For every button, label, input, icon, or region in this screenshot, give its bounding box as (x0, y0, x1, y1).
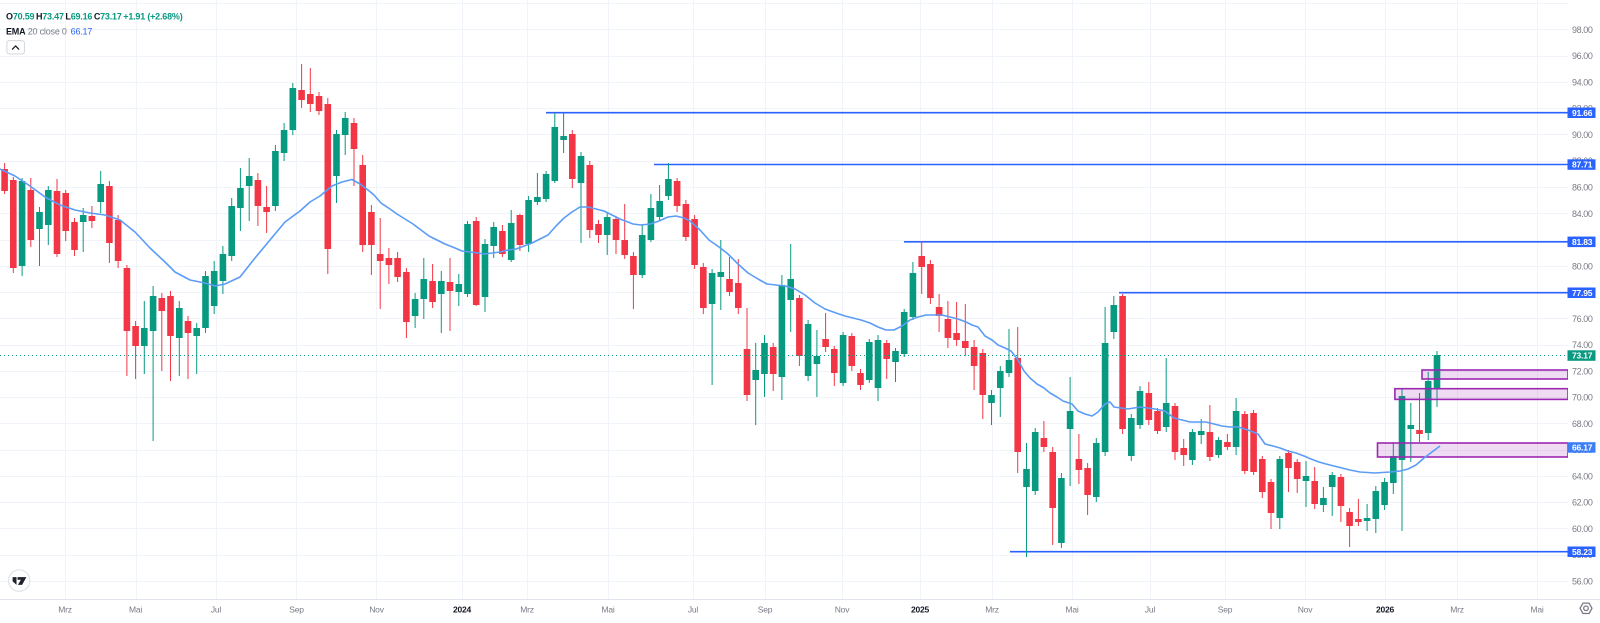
svg-text:66.17: 66.17 (1572, 443, 1593, 453)
svg-text:80.00: 80.00 (1572, 261, 1593, 271)
svg-text:76.00: 76.00 (1572, 314, 1593, 324)
svg-text:Sep: Sep (758, 605, 773, 615)
svg-text:98.00: 98.00 (1572, 25, 1593, 35)
svg-text:73.17: 73.17 (1572, 351, 1593, 361)
svg-text:68.00: 68.00 (1572, 419, 1593, 429)
svg-text:56.00: 56.00 (1572, 577, 1593, 587)
svg-text:Sep: Sep (1218, 605, 1233, 615)
svg-text:72.00: 72.00 (1572, 366, 1593, 376)
svg-text:86.00: 86.00 (1572, 183, 1593, 193)
svg-text:94.00: 94.00 (1572, 77, 1593, 87)
svg-text:Jul: Jul (1145, 605, 1156, 615)
svg-text:Mrz: Mrz (985, 605, 999, 615)
svg-text:Mrz: Mrz (520, 605, 534, 615)
svg-text:96.00: 96.00 (1572, 51, 1593, 61)
svg-text:74.00: 74.00 (1572, 340, 1593, 350)
svg-text:64.00: 64.00 (1572, 471, 1593, 481)
svg-text:84.00: 84.00 (1572, 209, 1593, 219)
svg-text:Nov: Nov (1298, 605, 1313, 615)
svg-text:2025: 2025 (911, 605, 930, 615)
svg-text:Mai: Mai (601, 605, 614, 615)
svg-text:60.00: 60.00 (1572, 524, 1593, 534)
svg-text:62.00: 62.00 (1572, 498, 1593, 508)
svg-text:O70.59 H73.47 L69.16 C73.17 +1: O70.59 H73.47 L69.16 C73.17 +1.91 (+2.68… (6, 12, 183, 22)
svg-text:90.00: 90.00 (1572, 130, 1593, 140)
svg-text:Mai: Mai (1530, 605, 1543, 615)
svg-text:Mai: Mai (129, 605, 142, 615)
svg-text:77.95: 77.95 (1572, 288, 1593, 298)
svg-text:Jul: Jul (688, 605, 699, 615)
svg-text:2026: 2026 (1376, 605, 1395, 615)
svg-text:EMA 20 close 0 66.17: EMA 20 close 0 66.17 (6, 27, 92, 37)
svg-text:Mai: Mai (1065, 605, 1078, 615)
svg-text:Mrz: Mrz (1450, 605, 1464, 615)
svg-text:81.83: 81.83 (1572, 237, 1593, 247)
svg-text:87.71: 87.71 (1572, 160, 1593, 170)
svg-text:Sep: Sep (289, 605, 304, 615)
svg-text:Jul: Jul (211, 605, 222, 615)
svg-text:Mrz: Mrz (58, 605, 72, 615)
svg-text:Nov: Nov (835, 605, 850, 615)
svg-text:91.66: 91.66 (1572, 108, 1593, 118)
svg-text:2024: 2024 (453, 605, 472, 615)
svg-text:70.00: 70.00 (1572, 393, 1593, 403)
svg-text:58.23: 58.23 (1572, 547, 1593, 557)
svg-text:Nov: Nov (369, 605, 384, 615)
